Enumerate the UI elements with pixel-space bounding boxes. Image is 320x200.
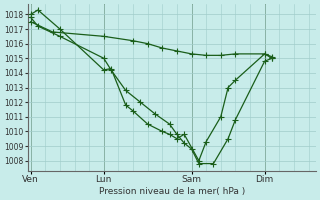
X-axis label: Pression niveau de la mer( hPa ): Pression niveau de la mer( hPa ): [99, 187, 245, 196]
